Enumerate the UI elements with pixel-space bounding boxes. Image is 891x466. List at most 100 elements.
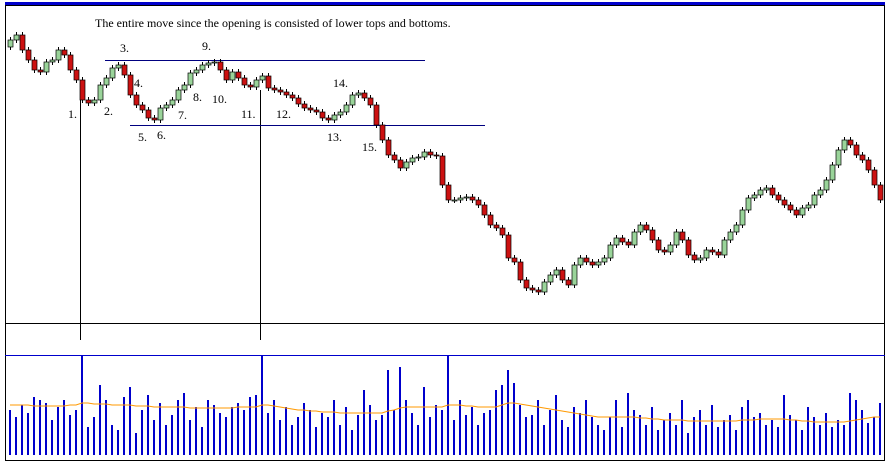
- volume-bar: [207, 400, 209, 455]
- volume-bar: [93, 417, 95, 455]
- candle-body: [475, 199, 482, 206]
- volume-bar: [39, 400, 41, 455]
- candle-body: [619, 237, 626, 243]
- candle-body: [307, 107, 314, 111]
- volume-bar: [63, 400, 65, 455]
- volume-bar: [753, 417, 755, 455]
- annotation: 14.: [333, 76, 348, 90]
- candle-body: [349, 94, 356, 106]
- candle-body: [199, 64, 206, 71]
- candle-body: [625, 241, 632, 246]
- candle-body: [259, 75, 266, 81]
- volume-bar: [801, 430, 803, 455]
- volume-bar: [645, 425, 647, 455]
- volume-bar: [597, 425, 599, 455]
- volume-bar: [195, 407, 197, 455]
- volume-bar: [573, 407, 575, 455]
- candle-body: [205, 62, 212, 66]
- candle-body: [595, 261, 602, 266]
- volume-bar: [657, 430, 659, 455]
- volume-bar: [585, 400, 587, 455]
- candle-body: [73, 69, 80, 81]
- volume-bar: [387, 370, 389, 455]
- candle-body: [115, 64, 122, 69]
- volume-bar: [699, 410, 701, 455]
- volume-bar: [99, 385, 101, 455]
- candle-body: [187, 72, 194, 86]
- volume-bar: [171, 415, 173, 455]
- candle-body: [487, 214, 494, 226]
- volume-bar: [693, 417, 695, 455]
- volume-bar: [477, 425, 479, 455]
- candle-body: [811, 194, 818, 206]
- candle-body: [97, 84, 104, 101]
- candle-body: [403, 161, 410, 169]
- frame: [5, 5, 885, 461]
- candle-body: [685, 239, 692, 256]
- volume-bar: [87, 427, 89, 455]
- candle-body: [757, 189, 764, 196]
- candle-body: [721, 239, 728, 256]
- candle-body: [175, 89, 182, 101]
- volume-bar: [489, 410, 491, 455]
- volume-bar: [339, 425, 341, 455]
- candle-body: [319, 111, 326, 119]
- candle-body: [535, 289, 542, 293]
- volume-bar: [849, 393, 851, 455]
- volume-bar: [327, 417, 329, 455]
- volume-bar: [405, 400, 407, 455]
- candle-body: [769, 187, 776, 196]
- candle-body: [13, 34, 20, 41]
- candle-body: [523, 279, 530, 289]
- volume-bar: [813, 417, 815, 455]
- candle-body: [19, 34, 26, 51]
- candle-body: [709, 249, 716, 253]
- volume-bar: [75, 410, 77, 455]
- volume-bar: [615, 400, 617, 455]
- candle-body: [241, 77, 248, 86]
- volume-bar: [315, 427, 317, 455]
- candle-body: [445, 184, 452, 201]
- volume-bar: [147, 395, 149, 455]
- volume-bar: [681, 400, 683, 455]
- volume-bar: [513, 383, 515, 455]
- annotation: 2.: [104, 104, 113, 118]
- candle-body: [313, 109, 320, 113]
- candle-body: [649, 229, 656, 241]
- candle-body: [697, 257, 704, 261]
- volume-bar: [45, 403, 47, 455]
- volume-bar: [747, 400, 749, 455]
- volume-bar: [303, 403, 305, 455]
- volume-bar: [267, 413, 269, 455]
- volume-bar: [141, 410, 143, 455]
- volume-bar: [459, 400, 461, 455]
- candle-body: [289, 94, 296, 99]
- candle-body: [499, 227, 506, 236]
- annotation: 5.: [138, 130, 147, 144]
- volume-bar: [609, 417, 611, 455]
- candle-body: [151, 117, 158, 121]
- volume-bar: [105, 400, 107, 455]
- volume-bar: [453, 420, 455, 455]
- volume-bar: [705, 425, 707, 455]
- candle-body: [271, 87, 278, 91]
- candle-body: [451, 199, 458, 202]
- annotation: 10.: [212, 92, 227, 106]
- volume-bar: [129, 387, 131, 455]
- candle-body: [859, 154, 866, 161]
- candle-body: [421, 151, 428, 158]
- candle-body: [847, 139, 854, 146]
- candle-body: [571, 264, 578, 286]
- candle-body: [391, 154, 398, 161]
- volume-bar: [771, 420, 773, 455]
- volume-bar: [873, 417, 875, 455]
- candle-body: [49, 59, 56, 63]
- candle-body: [679, 231, 686, 241]
- volume-bar: [675, 425, 677, 455]
- candle-body: [739, 209, 746, 226]
- volume-bar: [549, 410, 551, 455]
- volume-bar: [651, 407, 653, 455]
- volume-bar: [249, 397, 251, 455]
- candle-body: [247, 84, 254, 88]
- volume-bar: [669, 413, 671, 455]
